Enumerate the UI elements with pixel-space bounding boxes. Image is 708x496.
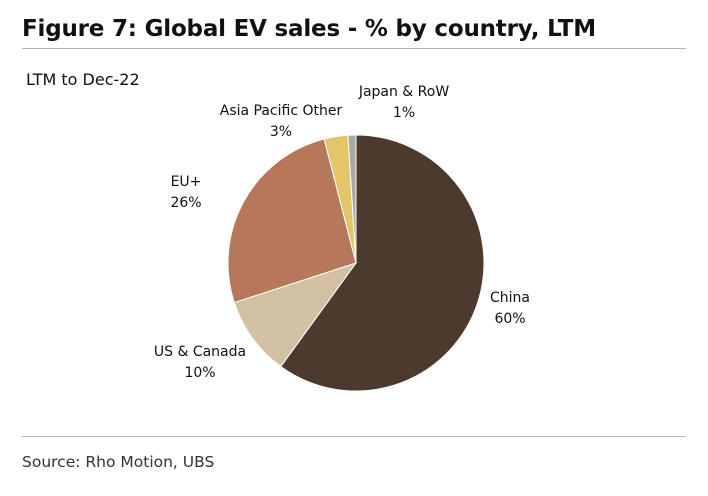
slice-value-japan-row: 1% — [393, 105, 415, 121]
slice-value-china: 60% — [494, 311, 525, 327]
pie-slice-eu — [227, 138, 357, 304]
pie-slice-japan-row — [347, 134, 357, 264]
pie-slice-us-canada — [233, 262, 358, 368]
chart-subtitle: LTM to Dec-22 — [26, 70, 140, 89]
figure-title: Figure 7: Global EV sales - % by country… — [22, 16, 596, 42]
slice-label-asia-pacific-other: Asia Pacific Other — [220, 103, 343, 119]
slice-value-us-canada: 10% — [184, 365, 215, 381]
slice-label-china: China — [490, 290, 530, 306]
slice-value-eu: 26% — [170, 195, 201, 211]
bottom-divider — [22, 436, 686, 437]
pie-labels: China 60% US & Canada 10% EU+ 26% Asia Pacific… — [154, 84, 530, 381]
slice-label-japan-row: Japan & RoW — [358, 84, 450, 100]
pie-slice-china — [280, 134, 485, 392]
source-note: Source: Rho Motion, UBS — [22, 453, 215, 471]
slice-value-asia-pacific-other: 3% — [270, 124, 292, 140]
slice-label-eu: EU+ — [171, 174, 202, 190]
pie-slices — [227, 134, 485, 392]
slice-label-us-canada: US & Canada — [154, 344, 246, 360]
top-divider — [22, 48, 686, 49]
